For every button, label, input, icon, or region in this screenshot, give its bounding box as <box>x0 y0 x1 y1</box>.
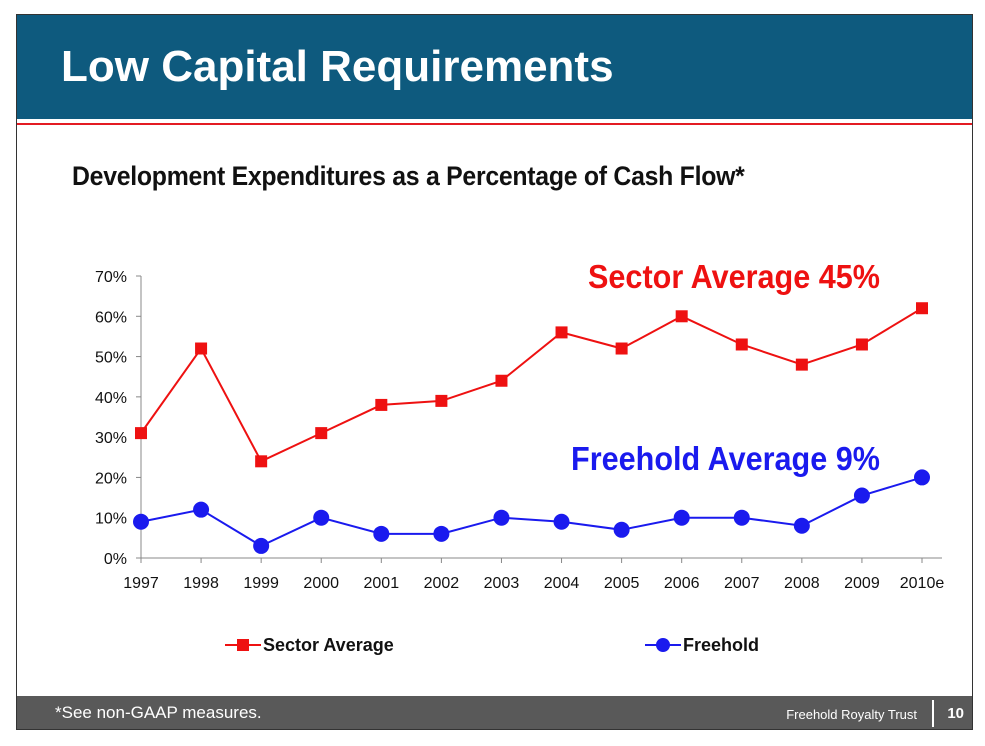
footer-separator <box>932 700 934 727</box>
freehold-point <box>914 469 930 486</box>
freehold-point <box>673 509 690 526</box>
x-tick-label: 2008 <box>784 575 820 592</box>
freehold-point <box>613 521 630 538</box>
x-tick-label: 1997 <box>123 575 159 592</box>
x-tick-label: 2007 <box>724 575 760 592</box>
legend-freehold-label: Freehold <box>683 635 759 655</box>
sector-average-point <box>495 374 508 387</box>
freehold-point <box>373 525 390 542</box>
sector-average-average-annotation: Sector Average 45% <box>588 258 880 295</box>
x-tick-label: 2001 <box>364 575 400 592</box>
sector-average-point <box>615 342 628 355</box>
x-tick-label: 2010e <box>900 575 945 592</box>
freehold-point <box>553 513 570 530</box>
y-tick-label: 30% <box>95 430 127 447</box>
sector-average-point <box>135 427 147 440</box>
title-bar: Low Capital Requirements <box>17 15 972 119</box>
sector-average-point <box>735 338 748 351</box>
y-tick-label: 10% <box>95 511 127 528</box>
slide-title: Low Capital Requirements <box>61 42 614 91</box>
chart-axes: 0% 10% 20% 30% 40% 50% 60% 70% 1997 1998 1999 2000 2… <box>95 269 944 592</box>
x-tick-label: 2006 <box>664 575 700 592</box>
sector-average-point <box>315 427 328 440</box>
freehold-point <box>253 537 270 554</box>
sector-average-point <box>916 302 928 315</box>
y-tick-label: 60% <box>95 309 127 326</box>
title-divider <box>17 123 972 125</box>
line-chart: 0% 10% 20% 30% 40% 50% 60% 70% 1997 1998 1999 2000 2… <box>95 258 944 655</box>
freehold-point <box>493 509 510 526</box>
legend-freehold-marker <box>656 638 670 652</box>
freehold-point <box>313 509 330 526</box>
sector-average-point <box>435 394 448 407</box>
footnote: *See non-GAAP measures. <box>55 703 262 722</box>
freehold-point <box>733 509 750 526</box>
y-tick-label: 0% <box>104 551 127 568</box>
freehold-point <box>853 487 870 504</box>
freehold-point <box>793 517 810 534</box>
sector-average-point <box>855 338 868 351</box>
chart-annotations: Sector Average 45% Freehold Average 9% <box>571 258 880 477</box>
freehold-point <box>193 501 210 518</box>
freehold-point <box>433 525 450 542</box>
x-tick-label: 2004 <box>544 575 580 592</box>
freehold-line <box>140 476 923 548</box>
freehold-average-annotation: Freehold Average 9% <box>571 440 880 477</box>
y-tick-label: 70% <box>95 269 127 286</box>
sector-average-point <box>255 455 268 468</box>
sector-average-point <box>555 326 568 339</box>
x-tick-label: 2005 <box>604 575 640 592</box>
x-tick-label: 1999 <box>243 575 279 592</box>
chart-series <box>133 302 930 554</box>
chart-title: Development Expenditures as a Percentage… <box>72 161 745 191</box>
y-tick-label: 50% <box>95 350 127 367</box>
sector-average-point <box>795 358 808 371</box>
sector-average-point <box>195 342 208 355</box>
footer-bar: *See non-GAAP measures. Freehold Royalty… <box>17 696 972 729</box>
x-tick-label: 2003 <box>484 575 520 592</box>
sector-average-line <box>140 307 923 463</box>
chart-legend: Sector Average Freehold <box>225 635 759 655</box>
legend-sector-average-label: Sector Average <box>263 635 394 655</box>
page-number: 10 <box>947 705 964 722</box>
legend-sector-average-marker <box>237 639 249 651</box>
slide: Low Capital Requirements Development Exp… <box>16 14 973 730</box>
x-tick-label: 2000 <box>303 575 339 592</box>
x-tick-label: 1998 <box>183 575 219 592</box>
y-tick-label: 40% <box>95 390 127 407</box>
x-tick-label: 2002 <box>424 575 460 592</box>
freehold-point <box>133 513 149 530</box>
x-tick-label: 2009 <box>844 575 880 592</box>
sector-average-point <box>375 398 388 411</box>
y-tick-label: 20% <box>95 470 127 487</box>
footer-organization: Freehold Royalty Trust <box>786 707 917 722</box>
sector-average-point <box>675 310 688 323</box>
